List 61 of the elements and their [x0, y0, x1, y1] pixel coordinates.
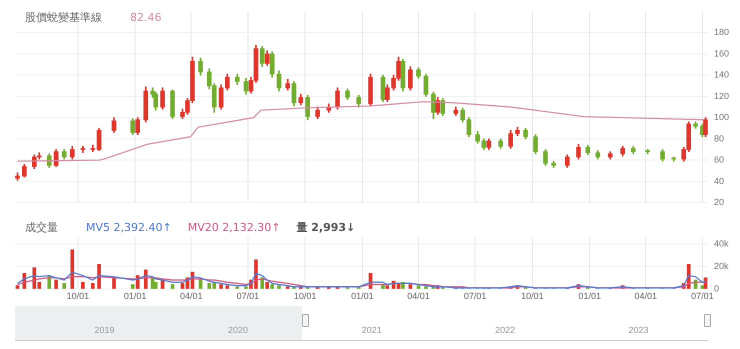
x-tick-label: 10/01: [66, 290, 90, 301]
x-tick-label: 01/01: [124, 290, 146, 301]
x-tick-label: 07/01: [236, 290, 260, 301]
bar: [130, 284, 135, 289]
bar: [386, 285, 390, 289]
text: 量 2,993↓: [296, 221, 356, 234]
y-tick-label: 80: [714, 133, 724, 144]
bar: [270, 284, 274, 289]
bar: [81, 282, 85, 289]
bar: [170, 284, 174, 289]
bar: [91, 283, 95, 289]
y-tick-label: 20: [714, 197, 724, 208]
y-tick-label: 40: [714, 176, 724, 186]
bar: [62, 283, 66, 289]
x-tick-label: 04/01: [407, 290, 430, 301]
bar: [154, 282, 158, 289]
text: 2,392.40↑: [114, 221, 172, 234]
bar: [244, 286, 248, 289]
x-tick-label: 10/01: [294, 290, 316, 301]
x-tick-label: 01/01: [351, 290, 374, 301]
y-tick-label: 40k: [714, 238, 730, 249]
bar: [112, 277, 116, 289]
y-tick-label: 60: [714, 154, 724, 165]
bar: [225, 285, 230, 289]
y-tick-label: 100: [714, 112, 730, 122]
x-tick-label: 04/01: [634, 290, 657, 301]
bar: [235, 286, 240, 289]
bar: [277, 285, 281, 289]
y-tick-label: 180: [714, 27, 730, 38]
bar: [286, 286, 290, 289]
chart-title: 成交量: [25, 220, 58, 235]
bar: [416, 285, 420, 289]
annotation: 82.46: [130, 11, 162, 24]
bar: [198, 278, 202, 289]
x2-tick-label: 2023: [628, 324, 649, 335]
y-tick-label: 120: [714, 90, 730, 101]
bar: [54, 280, 58, 289]
x2-tick-label: 2019: [94, 324, 115, 335]
x-tick-label: 07/01: [691, 290, 714, 301]
y-tick-label: 0: [714, 283, 720, 294]
bar: [219, 284, 223, 289]
bar: [408, 284, 412, 289]
bar: [704, 277, 708, 289]
x-tick-label: 07/01: [464, 290, 486, 301]
bar: [265, 282, 269, 289]
x2-tick-label: 2022: [495, 324, 516, 335]
bar: [424, 286, 428, 289]
bar: [97, 264, 101, 289]
x-tick-label: 10/01: [521, 290, 544, 301]
text: MV20: [188, 221, 220, 234]
text: 2,132.30↑: [222, 221, 280, 234]
x-tick-label: 04/01: [180, 290, 202, 301]
x2-tick-label: 2020: [228, 324, 248, 335]
x2-tick-label: 2021: [362, 324, 382, 335]
x-tick-label: 01/01: [578, 290, 601, 301]
text: MV5: [86, 221, 112, 234]
y-tick-label: 160: [714, 48, 730, 58]
y-tick-label: 20k: [714, 261, 730, 272]
chart-title: 股價蛻變基準線: [25, 10, 102, 25]
bar: [16, 285, 20, 289]
y-tick-label: 140: [714, 70, 730, 80]
